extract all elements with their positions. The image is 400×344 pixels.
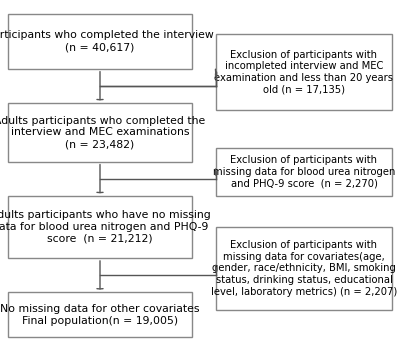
FancyBboxPatch shape [216, 34, 392, 110]
FancyBboxPatch shape [216, 148, 392, 196]
FancyBboxPatch shape [216, 227, 392, 310]
Text: Exclusion of participants with
missing data for blood urea nitrogen
and PHQ-9 sc: Exclusion of participants with missing d… [213, 155, 395, 189]
Text: Exclusion of participants with
missing data for covariates(age,
gender, race/eth: Exclusion of participants with missing d… [211, 240, 397, 297]
Text: Adults participants who have no missing
data for blood urea nitrogen and PHQ-9
s: Adults participants who have no missing … [0, 211, 210, 244]
Text: Adults participants who completed the
interview and MEC examinations
(n = 23,482: Adults participants who completed the in… [0, 116, 206, 149]
FancyBboxPatch shape [8, 292, 192, 337]
FancyBboxPatch shape [8, 14, 192, 69]
Text: No missing data for other covariates
Final population(n = 19,005): No missing data for other covariates Fin… [0, 304, 200, 325]
FancyBboxPatch shape [8, 196, 192, 258]
Text: Participants who completed the interview
(n = 40,617): Participants who completed the interview… [0, 31, 213, 52]
FancyBboxPatch shape [8, 103, 192, 162]
Text: Exclusion of participants with
incompleted interview and MEC
examination and les: Exclusion of participants with incomplet… [214, 50, 394, 95]
